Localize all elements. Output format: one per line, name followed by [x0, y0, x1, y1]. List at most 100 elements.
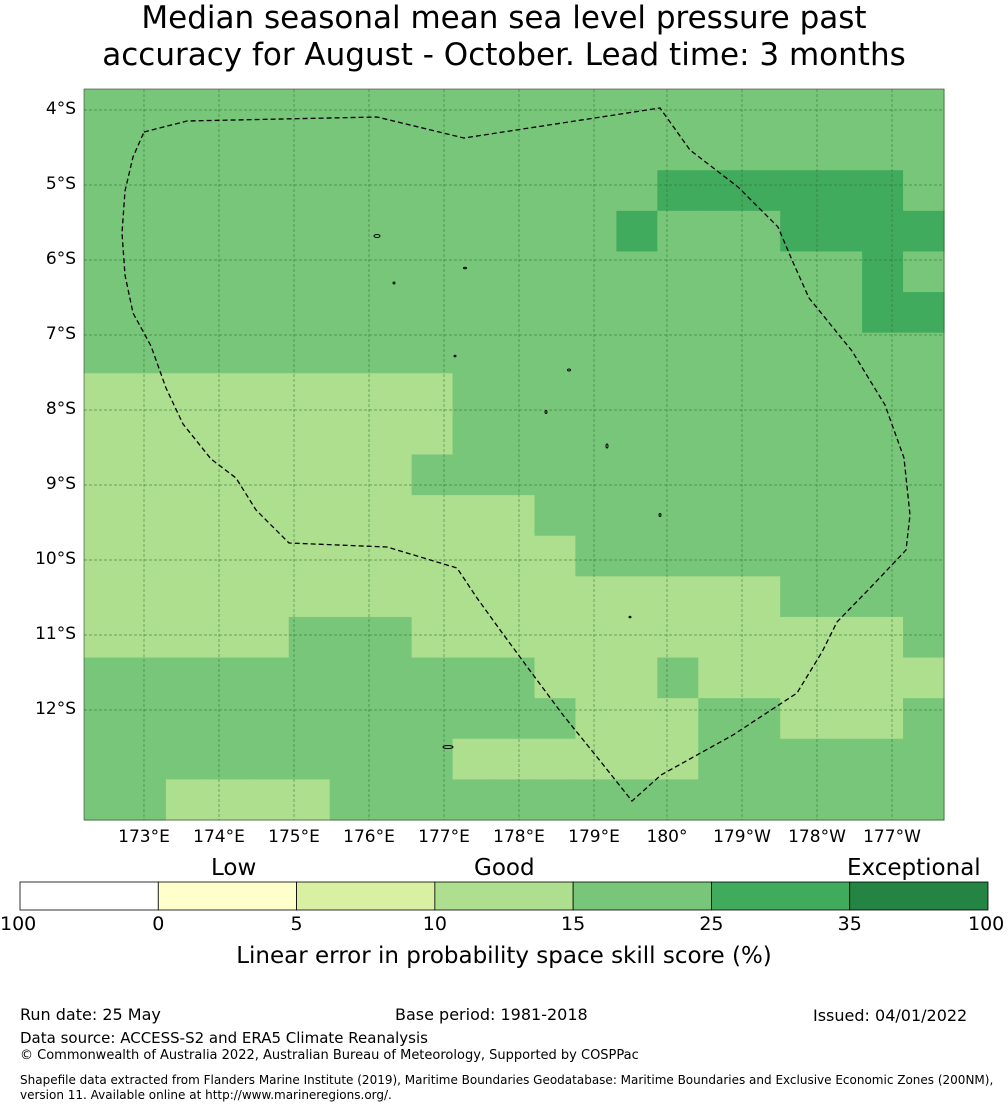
skill-cell	[903, 413, 945, 456]
skill-cell	[370, 373, 413, 415]
skill-cell	[84, 738, 126, 780]
colorbar-tick-label: 10	[422, 913, 447, 935]
skill-cell	[124, 616, 167, 659]
colorbar-tick-label: 100	[968, 913, 1005, 935]
longitude-label: 178°W	[788, 827, 846, 847]
skill-cell	[780, 89, 822, 131]
skill-cell	[411, 657, 454, 699]
skill-cell	[821, 616, 863, 659]
skill-cell	[247, 332, 290, 374]
skill-cell	[493, 698, 536, 740]
skill-cell	[780, 495, 822, 537]
skill-cell	[780, 210, 822, 253]
skill-cell	[165, 210, 208, 253]
skill-cell	[493, 210, 536, 253]
skill-cell	[616, 535, 658, 577]
skill-cell	[616, 495, 658, 537]
skill-cell	[739, 332, 781, 374]
skill-cell	[84, 495, 126, 537]
skill-cell	[84, 210, 126, 253]
skill-cell	[739, 251, 781, 293]
skill-cell	[575, 495, 617, 537]
eez-boundary	[121, 107, 911, 802]
skill-cell	[698, 292, 740, 334]
colorbar-segment	[296, 881, 436, 911]
skill-cell	[698, 454, 740, 496]
skill-cell	[329, 535, 372, 577]
skill-cell	[903, 89, 945, 131]
skill-cell	[493, 89, 536, 131]
skill-cell	[698, 332, 740, 374]
skill-cell	[821, 210, 863, 253]
skill-cell	[575, 454, 617, 496]
skill-cell	[534, 616, 577, 659]
skill-cell	[247, 129, 290, 171]
skill-cell	[616, 332, 658, 374]
skill-cell	[84, 373, 126, 415]
skill-cell	[288, 210, 331, 253]
skill-cell	[534, 89, 577, 131]
skill-cell	[288, 535, 331, 577]
skill-cell	[739, 779, 781, 821]
skill-cell	[534, 535, 577, 577]
latitude-label: 8°S	[45, 399, 76, 419]
skill-cell	[370, 413, 413, 456]
skill-cell	[165, 616, 208, 659]
skill-cell	[124, 251, 167, 293]
skill-cell	[698, 657, 740, 699]
skill-cell	[452, 210, 495, 253]
skill-cell	[534, 657, 577, 699]
latitude-label: 7°S	[45, 324, 76, 344]
skill-cell	[370, 779, 413, 821]
skill-cell	[821, 535, 863, 577]
skill-cell	[657, 170, 699, 212]
skill-cell	[329, 332, 372, 374]
skill-cell	[124, 170, 167, 212]
skill-cell	[370, 495, 413, 537]
skill-cell	[575, 698, 617, 740]
skill-cell	[657, 495, 699, 537]
skill-cell	[493, 616, 536, 659]
skill-cell	[862, 373, 904, 415]
skill-cell	[165, 738, 208, 780]
skill-cell	[493, 129, 536, 171]
skill-cell	[288, 495, 331, 537]
skill-cell	[739, 698, 781, 740]
skill-cell	[247, 738, 290, 780]
skill-cell	[739, 413, 781, 456]
skill-cell	[575, 657, 617, 699]
skill-cell	[84, 698, 126, 740]
skill-cell	[288, 738, 331, 780]
colorbar-segment	[434, 881, 574, 911]
skill-cell	[739, 89, 781, 131]
skill-cell	[329, 373, 372, 415]
colorbar-tick-label: 5	[290, 913, 303, 935]
skill-cell	[493, 738, 536, 780]
skill-cell	[124, 210, 167, 253]
skill-cell	[575, 413, 617, 456]
skill-cell	[370, 657, 413, 699]
skill-cell	[821, 576, 863, 618]
skill-cell	[862, 657, 904, 699]
shapefile-credit-1: Shapefile data extracted from Flanders M…	[20, 1073, 994, 1087]
skill-cell	[165, 495, 208, 537]
skill-cell	[616, 738, 658, 780]
skill-cell	[862, 495, 904, 537]
skill-cell	[411, 210, 454, 253]
skill-cell	[534, 251, 577, 293]
latitude-label: 10°S	[35, 549, 76, 569]
skill-cell	[247, 576, 290, 618]
skill-cell	[329, 413, 372, 456]
skill-cell	[124, 292, 167, 334]
skill-cell	[288, 576, 331, 618]
skill-cell	[903, 698, 945, 740]
skill-cell	[370, 576, 413, 618]
skill-cell	[862, 170, 904, 212]
island	[605, 443, 609, 449]
skill-cell	[903, 495, 945, 537]
longitude-label: 177°W	[863, 827, 921, 847]
skill-cell	[739, 129, 781, 171]
skill-cell	[903, 454, 945, 496]
skill-cell	[575, 332, 617, 374]
island	[567, 368, 571, 372]
